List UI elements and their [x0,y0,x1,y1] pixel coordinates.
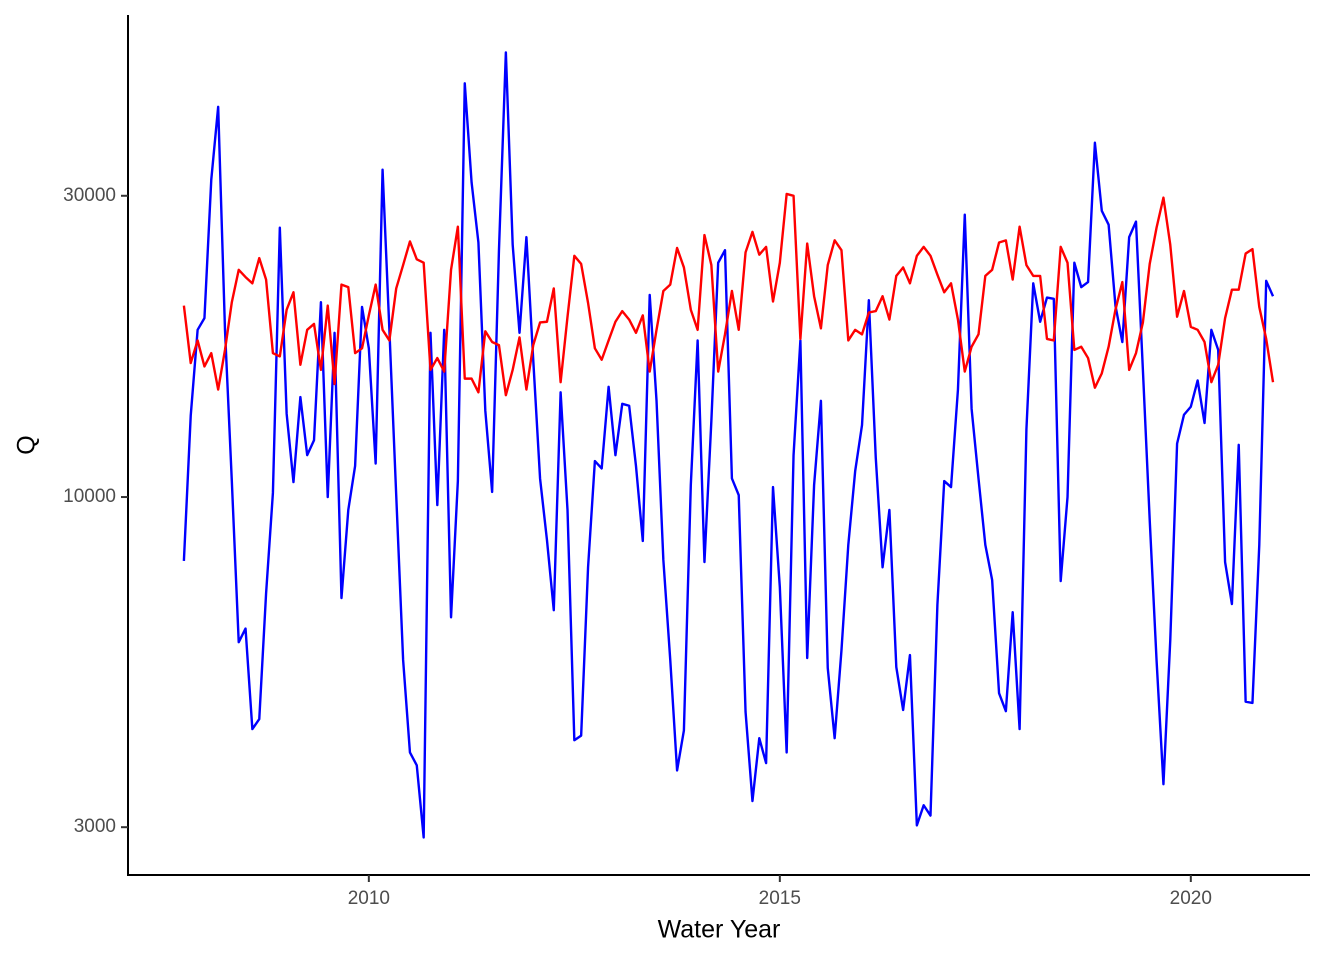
x-axis-title: Water Year [658,916,781,944]
y-tick-label: 10000 [63,486,116,507]
y-tick-label: 3000 [74,816,116,837]
series-line [182,51,1275,839]
x-tick-label: 2010 [348,888,390,909]
x-tick-label: 2020 [1170,888,1212,909]
series-line [182,192,1275,397]
y-axis-title: Q [13,435,41,454]
x-tick-label: 2015 [759,888,801,909]
y-tick-label: 30000 [63,185,116,206]
